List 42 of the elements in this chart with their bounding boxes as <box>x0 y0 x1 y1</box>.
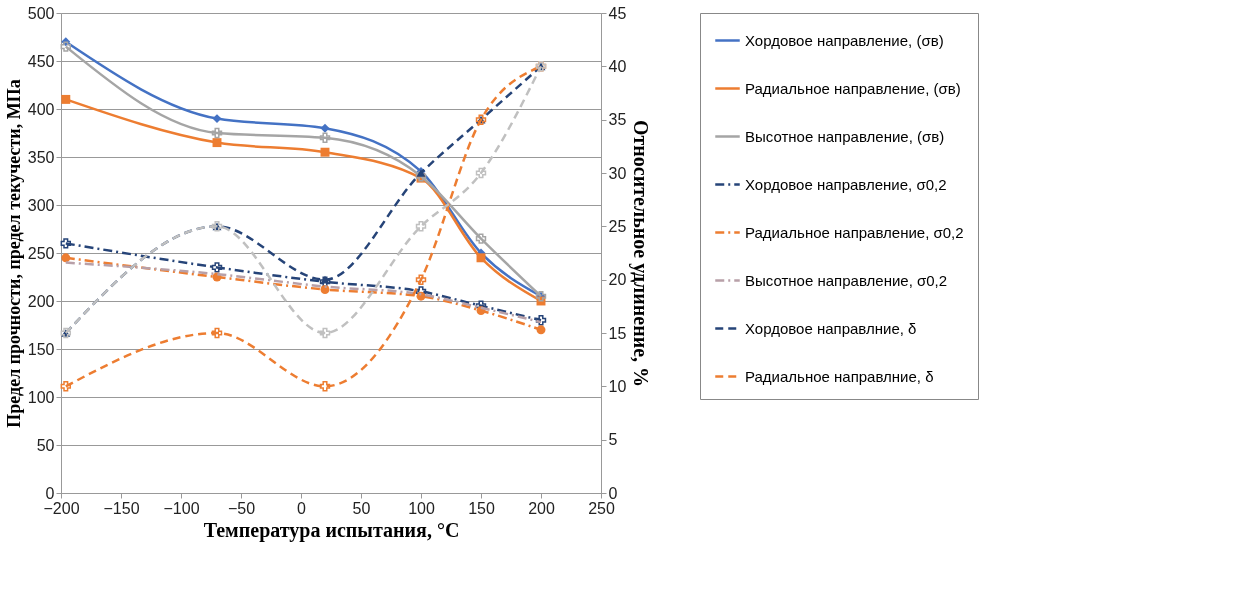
y2-tick-label: 5 <box>608 431 618 449</box>
x-tick-label: 0 <box>297 499 307 517</box>
y-tick-label: 0 <box>45 484 55 502</box>
legend-label: Хордовое направлние, δ <box>745 319 917 337</box>
y-tick-label: 250 <box>27 244 55 262</box>
legend-label: Радиальное направлние, δ <box>745 367 934 385</box>
y-tick-label: 200 <box>27 292 55 310</box>
y-tick-label: 100 <box>27 388 55 406</box>
x-tick-label: 200 <box>528 499 555 517</box>
y2-tick-label: 15 <box>608 324 627 342</box>
legend-label: Высотное направление, σ0,2 <box>745 271 948 289</box>
y2-tick-label: 25 <box>608 217 627 235</box>
y-axis-title: Предел прочности, предел текучести, МПа <box>3 79 24 428</box>
x-tick-label: 250 <box>588 499 615 517</box>
y-tick-label: 150 <box>27 340 55 358</box>
legend-label: Хордовое направление, (σв) <box>745 31 944 49</box>
x-tick-label: −200 <box>43 499 80 517</box>
y2-tick-label: 10 <box>608 377 627 395</box>
legend-label: Хордовое направление, σ0,2 <box>745 175 947 193</box>
y-tick-label: 450 <box>27 52 55 70</box>
y-tick-label: 500 <box>27 4 55 22</box>
legend-label: Высотное направление, (σв) <box>745 127 945 145</box>
legend-label: Радиальное направление, σ0,2 <box>745 223 964 241</box>
x-tick-label: −50 <box>227 499 256 517</box>
y2-tick-label: 45 <box>608 4 627 22</box>
y2-tick-label: 20 <box>608 271 627 289</box>
y2-axis-title: Относительное удлинение, % <box>629 119 653 388</box>
y2-tick-label: 0 <box>608 484 618 502</box>
y2-tick-label: 35 <box>608 111 627 129</box>
y-tick-label: 350 <box>27 148 55 166</box>
x-tick-label: 150 <box>468 499 495 517</box>
x-axis-title: Температура испытания, °C <box>203 518 460 542</box>
y2-tick-label: 40 <box>608 57 627 75</box>
y-tick-label: 400 <box>27 100 55 118</box>
x-tick-label: 100 <box>408 499 435 517</box>
legend-label: Радиальное направление, (σв) <box>745 79 961 97</box>
x-tick-label: 50 <box>352 499 371 517</box>
x-tick-label: −150 <box>103 499 140 517</box>
y-tick-label: 50 <box>36 436 55 454</box>
y2-tick-label: 30 <box>608 164 627 182</box>
y-tick-label: 300 <box>27 196 55 214</box>
x-tick-label: −100 <box>163 499 200 517</box>
